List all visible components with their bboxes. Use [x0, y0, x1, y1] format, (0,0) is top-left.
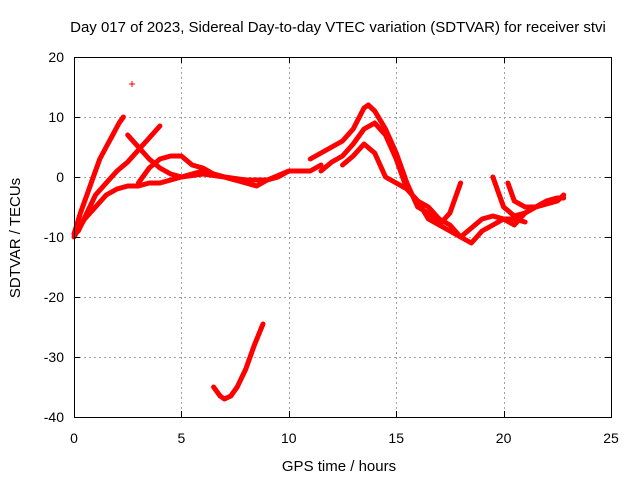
x-tick-label: 0 — [70, 430, 78, 446]
series-track-g — [318, 120, 528, 246]
x-tick-label: 20 — [496, 430, 512, 446]
x-tick-label: 5 — [178, 430, 186, 446]
series-track-j — [505, 180, 567, 210]
y-tick-label: 20 — [48, 49, 64, 65]
y-tick-label: 0 — [56, 169, 64, 185]
outlier-point — [128, 81, 135, 87]
series-track-k — [211, 321, 266, 402]
x-tick-label: 15 — [388, 430, 404, 446]
series-track-b — [75, 123, 163, 234]
chart-title: Day 017 of 2023, Sidereal Day-to-day VTE… — [70, 19, 606, 36]
series-track-i — [490, 174, 567, 219]
series-track-e — [135, 153, 249, 186]
series-track-a — [71, 114, 126, 237]
y-tick-label: 10 — [48, 109, 64, 125]
x-axis-label: GPS time / hours — [282, 458, 396, 475]
x-tick-label: 10 — [281, 430, 297, 446]
axis-ticks: 0 5 10 15 20 25 -40 -30 -20 -10 0 10 20 — [44, 49, 619, 446]
y-tick-label: -10 — [44, 229, 64, 245]
y-tick-label: -20 — [44, 289, 64, 305]
series-track-f — [307, 102, 560, 240]
y-tick-label: -30 — [44, 349, 64, 365]
data-series — [71, 81, 567, 402]
y-axis-label: SDTVAR / TECUs — [7, 178, 24, 298]
grid — [74, 57, 611, 417]
y-tick-label: -40 — [44, 409, 64, 425]
x-tick-label: 25 — [603, 430, 619, 446]
series-track-h — [340, 141, 464, 228]
